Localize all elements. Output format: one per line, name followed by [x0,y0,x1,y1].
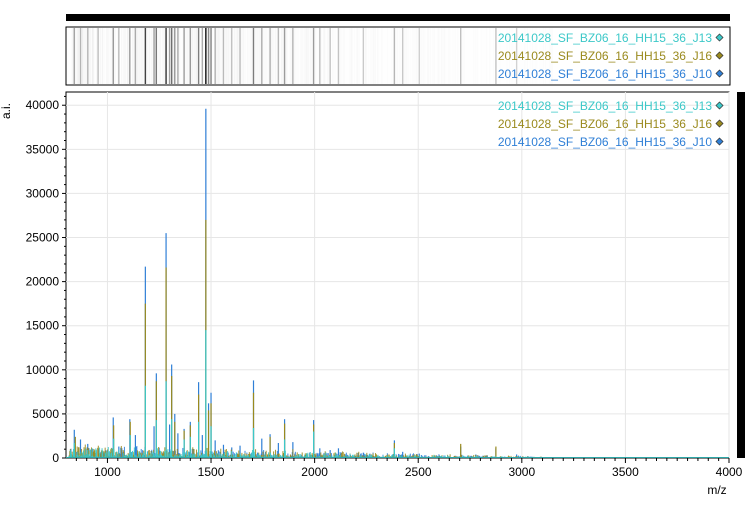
overview-legend: 20141028_SF_BZ06_16_HH15_36_J13 20141028_… [498,31,724,81]
axes-group: 0 5000 10000 15000 20000 25000 30000 35000 40000… [26,95,743,479]
legend-marker-icon [715,69,724,78]
plot-area[interactable] [65,91,730,459]
y-axis-label: a.i. [0,103,13,119]
series-group [66,108,729,458]
y-tick-label: 20000 [26,275,60,289]
legend-marker-icon [715,51,724,60]
legend-marker-icon [715,119,724,128]
overview-panel [65,26,731,86]
legend-label: 20141028_SF_BZ06_16_HH15_36_J10 [498,135,712,149]
x-tick-label: 1000 [94,465,121,479]
y-tick-label: 25000 [26,231,60,245]
plot-legend: 20141028_SF_BZ06_16_HH15_36_J13 20141028_… [498,99,724,149]
legend-marker-icon [715,101,724,110]
y-tick-label: 5000 [32,407,59,421]
y-tick-label: 15000 [26,319,60,333]
top-scroll-bar[interactable] [66,14,730,21]
right-scroll-bar[interactable] [737,92,745,458]
x-tick-label: 2000 [301,465,328,479]
x-tick-label: 3000 [508,465,535,479]
legend-label: 20141028_SF_BZ06_16_HH15_36_J13 [498,31,712,45]
y-tick-label: 10000 [26,363,60,377]
x-tick-label: 2500 [405,465,432,479]
x-tick-label: 3500 [612,465,639,479]
overview-gel-bands [72,28,518,84]
legend-marker-icon [715,33,724,42]
x-axis-label: m/z [707,483,726,497]
y-tick-label: 30000 [26,186,60,200]
y-tick-label: 40000 [26,98,60,112]
y-tick-label: 35000 [26,142,60,156]
legend-label: 20141028_SF_BZ06_16_HH15_36_J13 [498,99,712,113]
legend-label: 20141028_SF_BZ06_16_HH15_36_J10 [498,67,712,81]
legend-marker-icon [715,137,724,146]
legend-label: 20141028_SF_BZ06_16_HH15_36_J16 [498,49,712,63]
grid-lines [66,92,730,458]
x-tick-label: 4000 [716,465,743,479]
legend-label: 20141028_SF_BZ06_16_HH15_36_J16 [498,117,712,131]
y-tick-label: 0 [52,451,59,465]
x-tick-label: 1500 [198,465,225,479]
